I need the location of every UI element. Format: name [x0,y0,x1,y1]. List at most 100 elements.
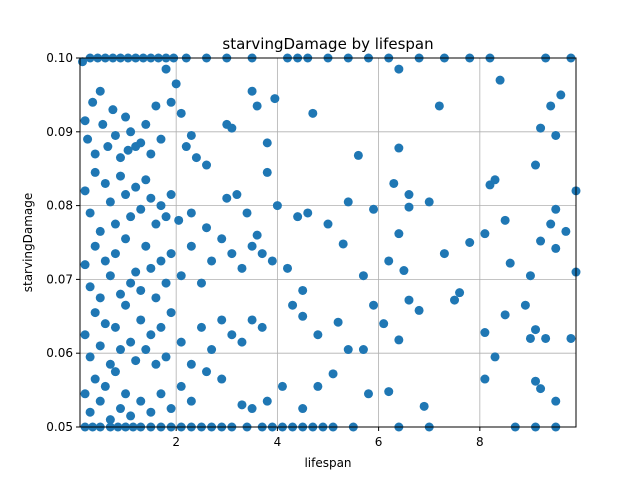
data-point [404,190,414,200]
data-point [161,278,171,288]
data-point [186,359,196,369]
data-point [161,212,171,222]
data-point [546,219,556,229]
data-point [358,345,368,355]
data-point [136,285,146,295]
data-point [414,305,424,315]
data-point [186,130,196,140]
data-point [98,119,108,129]
x-axis-label: lifespan [304,456,351,470]
y-tick-label: 0.08 [46,199,73,213]
data-point [141,241,151,251]
data-point [90,374,100,384]
data-point [207,345,217,355]
data-point [288,300,298,310]
data-point [298,311,308,321]
data-point [394,335,404,345]
data-point [267,256,277,266]
data-point [156,256,166,266]
data-point [270,94,280,104]
data-point [551,396,561,406]
data-point [105,415,115,425]
data-point [136,204,146,214]
data-point [227,249,237,259]
plot-frame [79,57,577,428]
data-point [146,330,156,340]
data-point [105,197,115,207]
data-point [439,249,449,259]
data-point [146,263,156,273]
data-point [293,212,303,222]
data-point [90,149,100,159]
data-point [166,97,176,107]
data-point [551,243,561,253]
data-point [394,229,404,239]
data-point [313,330,323,340]
data-point [419,401,429,411]
y-tick-label: 0.09 [46,125,73,139]
data-point [100,319,110,329]
data-point [237,263,247,273]
data-point [298,285,308,295]
data-point [83,134,93,144]
data-point [399,266,409,276]
data-point [110,367,120,377]
x-tick-label: 8 [476,435,484,449]
data-point [379,319,389,329]
data-point [308,108,318,118]
data-point [166,308,176,318]
data-point [80,389,90,399]
data-point [358,271,368,281]
data-point [131,182,141,192]
data-point [222,193,232,203]
data-point [525,333,535,343]
data-point [90,308,100,318]
data-point [110,219,120,229]
data-point [95,293,105,303]
data-point [80,116,90,126]
data-point [121,112,131,122]
data-point [115,289,125,299]
data-point [126,411,136,421]
data-point [85,208,95,218]
data-point [369,204,379,214]
data-point [126,127,136,137]
data-point [126,337,136,347]
data-point [85,407,95,417]
data-point [176,381,186,391]
data-point [536,123,546,133]
data-point [303,208,313,218]
data-point [151,219,161,229]
data-point [490,175,500,185]
data-point [126,278,136,288]
data-point [156,134,166,144]
data-point [561,226,571,236]
data-point [108,105,118,115]
data-point [343,197,353,207]
data-point [217,234,227,244]
y-tick-label: 0.07 [46,272,73,286]
chart-title: starvingDamage by lifespan [222,35,433,53]
data-point [247,241,257,251]
data-point [80,186,90,196]
data-point [404,295,414,305]
data-point [171,79,181,89]
data-point [105,271,115,281]
data-point [161,64,171,74]
data-point [531,376,541,386]
data-point [90,167,100,177]
data-point [88,97,98,107]
data-point [141,345,151,355]
data-point [85,282,95,292]
data-point [166,404,176,414]
data-point [110,249,120,259]
data-point [136,315,146,325]
data-point [121,190,131,200]
data-point [227,123,237,133]
data-point [283,263,293,273]
data-point [566,333,576,343]
data-point [247,86,257,96]
y-tick-label: 0.10 [46,51,73,65]
data-point [151,293,161,303]
